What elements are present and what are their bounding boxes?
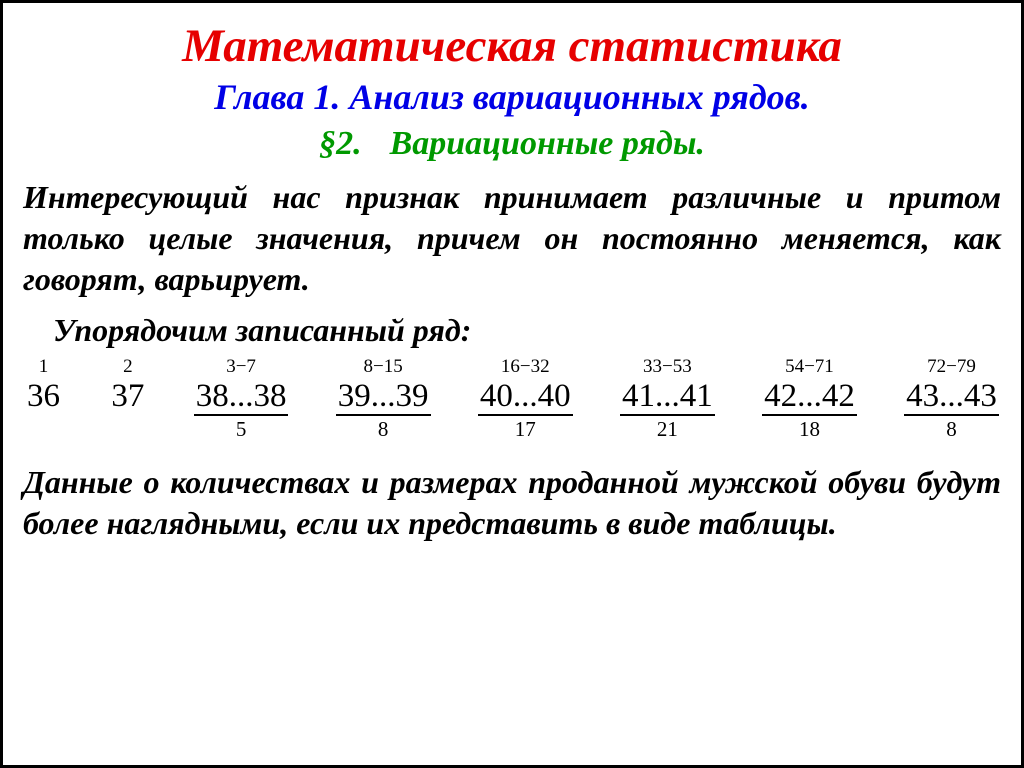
- series-group: 54−7142...4218: [762, 357, 857, 440]
- paragraph-ordering: Упорядочим записанный ряд:: [23, 310, 1001, 351]
- series-index-range: 1: [39, 357, 49, 377]
- series-group: 33−5341...4121: [620, 357, 715, 440]
- variation-series: 1362373−738...3858−1539...39816−3240...4…: [23, 357, 1001, 440]
- slide-frame: Математическая статистика Глава 1. Анали…: [0, 0, 1024, 768]
- section-heading: §2. Вариационные ряды.: [23, 124, 1001, 163]
- section-prefix: §2.: [319, 125, 362, 162]
- series-group: 8−1539...398: [336, 357, 431, 440]
- series-count: 8: [378, 418, 389, 440]
- series-group: 72−7943...438: [904, 357, 999, 440]
- series-value: 39...39: [336, 379, 431, 416]
- series-count: 18: [799, 418, 820, 440]
- series-index-range: 3−7: [226, 357, 256, 377]
- series-count: 8: [946, 418, 957, 440]
- series-value: 42...42: [762, 379, 857, 416]
- series-index-range: 72−79: [927, 357, 976, 377]
- paragraph-conclusion: Данные о количествах и размерах проданно…: [23, 462, 1001, 544]
- series-value: 37: [109, 379, 146, 414]
- series-group: 16−3240...4017: [478, 357, 573, 440]
- series-index-range: 16−32: [501, 357, 550, 377]
- series-count: 5: [236, 418, 247, 440]
- series-value: 36: [25, 379, 62, 414]
- section-title: Вариационные ряды.: [390, 125, 705, 162]
- series-group: 136: [25, 357, 62, 416]
- series-index-range: 2: [123, 357, 133, 377]
- series-index-range: 8−15: [364, 357, 403, 377]
- series-count: 21: [657, 418, 678, 440]
- page-title: Математическая статистика: [23, 21, 1001, 73]
- series-group: 237: [109, 357, 146, 416]
- paragraph-intro: Интересующий нас признак принимает разли…: [23, 177, 1001, 300]
- series-index-range: 54−71: [785, 357, 834, 377]
- series-group: 3−738...385: [194, 357, 289, 440]
- series-value: 38...38: [194, 379, 289, 416]
- series-value: 41...41: [620, 379, 715, 416]
- series-index-range: 33−53: [643, 357, 692, 377]
- series-value: 43...43: [904, 379, 999, 416]
- series-count: 17: [515, 418, 536, 440]
- chapter-heading: Глава 1. Анализ вариационных рядов.: [23, 77, 1001, 118]
- series-value: 40...40: [478, 379, 573, 416]
